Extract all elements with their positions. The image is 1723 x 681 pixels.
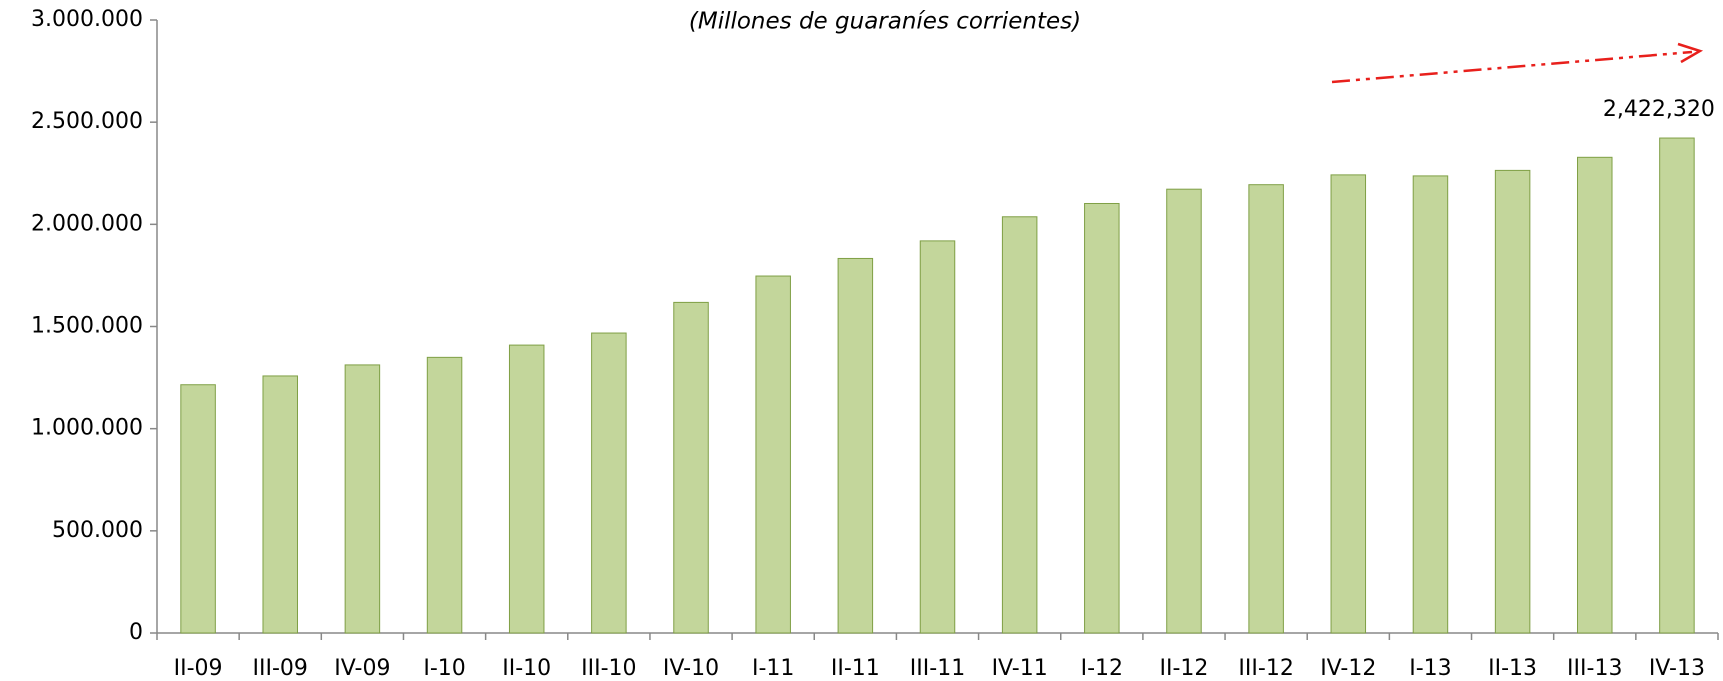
bar bbox=[426, 356, 463, 634]
x-tick-label: III-10 bbox=[581, 656, 636, 681]
x-tick-label: III-09 bbox=[253, 656, 308, 681]
x-tick-label: II-10 bbox=[502, 656, 551, 681]
y-tick-label: 1.000.000 bbox=[31, 416, 143, 441]
bar bbox=[1577, 156, 1613, 634]
x-tick-label: IV-09 bbox=[334, 656, 390, 681]
bar bbox=[180, 384, 216, 634]
x-tick-label: I-12 bbox=[1081, 656, 1123, 681]
x-tick-label: II-09 bbox=[174, 656, 223, 681]
x-tick-label: IV-12 bbox=[1320, 656, 1376, 681]
bar bbox=[755, 275, 791, 634]
bar bbox=[344, 364, 381, 634]
data-label: 2,422,320 bbox=[1603, 97, 1715, 122]
trend-arrow bbox=[1331, 42, 1704, 84]
bar bbox=[1494, 169, 1531, 634]
x-tick-label: IV-13 bbox=[1649, 656, 1705, 681]
y-tick-label: 2.000.000 bbox=[31, 211, 143, 236]
bar bbox=[508, 344, 545, 634]
x-tick-label: I-11 bbox=[752, 656, 794, 681]
y-tick-label: 2.500.000 bbox=[31, 109, 143, 134]
bar bbox=[1412, 175, 1449, 634]
bar bbox=[262, 375, 298, 634]
x-tick-label: IV-10 bbox=[663, 656, 719, 681]
y-tick-label: 3.000.000 bbox=[31, 7, 143, 32]
x-tick-label: III-12 bbox=[1238, 656, 1293, 681]
chart-subtitle: (Millones de guaraníes corrientes) bbox=[689, 9, 1081, 35]
bar bbox=[1001, 216, 1038, 634]
bar bbox=[591, 332, 627, 634]
x-tick-label: II-13 bbox=[1488, 656, 1537, 681]
x-tick-label: IV-11 bbox=[992, 656, 1048, 681]
x-tick-label: I-13 bbox=[1409, 656, 1451, 681]
bar bbox=[837, 257, 874, 634]
y-tick-label: 0 bbox=[129, 620, 143, 645]
y-tick-label: 1.500.000 bbox=[31, 314, 143, 339]
x-tick-label: II-11 bbox=[831, 656, 880, 681]
bar bbox=[1166, 188, 1202, 634]
y-tick-label: 500.000 bbox=[52, 518, 143, 543]
bar bbox=[1659, 137, 1695, 634]
x-tick-label: I-10 bbox=[423, 656, 465, 681]
bar bbox=[919, 240, 956, 634]
bar bbox=[673, 301, 709, 634]
x-tick-label: II-12 bbox=[1160, 656, 1209, 681]
bar bbox=[1248, 184, 1284, 634]
x-tick-label: III-13 bbox=[1567, 656, 1622, 681]
bar bbox=[1084, 202, 1120, 634]
bar bbox=[1330, 174, 1367, 634]
x-tick-label: III-11 bbox=[910, 656, 965, 681]
